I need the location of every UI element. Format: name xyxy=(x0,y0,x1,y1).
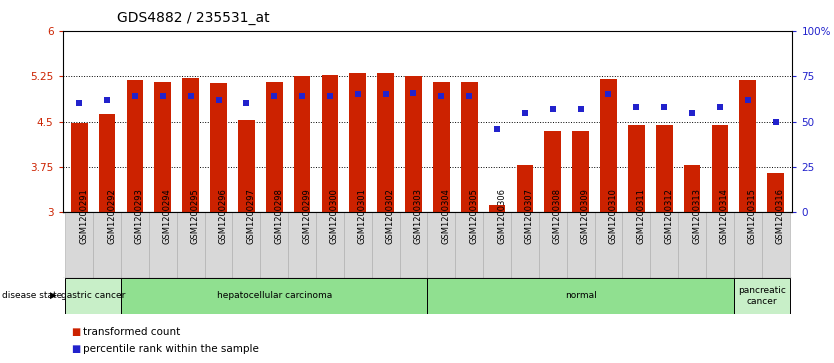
Text: GSM1200315: GSM1200315 xyxy=(748,188,756,244)
Bar xyxy=(405,76,422,212)
Text: GSM1200298: GSM1200298 xyxy=(274,188,284,244)
Bar xyxy=(289,212,316,278)
Bar xyxy=(316,212,344,278)
Text: GSM1200296: GSM1200296 xyxy=(219,188,228,244)
Bar xyxy=(711,125,728,212)
Text: GSM1200297: GSM1200297 xyxy=(246,188,255,244)
Text: pancreatic
cancer: pancreatic cancer xyxy=(738,286,786,306)
Bar xyxy=(294,76,310,212)
Bar xyxy=(483,212,511,278)
Bar xyxy=(238,121,254,212)
Bar xyxy=(427,212,455,278)
Text: GSM1200303: GSM1200303 xyxy=(414,188,423,244)
Bar xyxy=(149,212,177,278)
Bar xyxy=(399,212,427,278)
Bar xyxy=(734,212,761,278)
Bar xyxy=(204,212,233,278)
Text: GSM1200301: GSM1200301 xyxy=(358,188,367,244)
Text: GSM1200314: GSM1200314 xyxy=(720,188,729,244)
Bar xyxy=(71,123,88,212)
Bar xyxy=(740,80,756,212)
Text: GSM1200304: GSM1200304 xyxy=(441,188,450,244)
Bar xyxy=(651,212,678,278)
Bar xyxy=(767,173,784,212)
Text: ■: ■ xyxy=(71,344,80,354)
Text: GSM1200302: GSM1200302 xyxy=(385,188,394,244)
Text: normal: normal xyxy=(565,291,596,300)
Bar xyxy=(372,212,399,278)
Bar xyxy=(600,79,617,212)
Bar xyxy=(98,114,115,212)
Text: percentile rank within the sample: percentile rank within the sample xyxy=(83,344,259,354)
Text: GSM1200305: GSM1200305 xyxy=(470,188,478,244)
Text: GSM1200316: GSM1200316 xyxy=(776,188,785,244)
Bar xyxy=(539,212,566,278)
Bar xyxy=(65,278,121,314)
Text: disease state: disease state xyxy=(2,291,62,300)
Text: hepatocellular carcinoma: hepatocellular carcinoma xyxy=(217,291,332,300)
Bar xyxy=(210,83,227,212)
Bar xyxy=(511,212,539,278)
Text: GSM1200306: GSM1200306 xyxy=(497,188,506,244)
Bar xyxy=(93,212,121,278)
Text: GSM1200309: GSM1200309 xyxy=(580,188,590,244)
Bar xyxy=(260,212,289,278)
Text: GSM1200308: GSM1200308 xyxy=(553,188,562,244)
Text: GSM1200300: GSM1200300 xyxy=(330,188,339,244)
Bar xyxy=(572,131,589,212)
Bar xyxy=(684,165,701,212)
Bar xyxy=(566,212,595,278)
Text: gastric cancer: gastric cancer xyxy=(61,291,125,300)
Bar xyxy=(761,212,790,278)
Bar xyxy=(734,278,790,314)
Text: ■: ■ xyxy=(71,327,80,337)
Bar xyxy=(545,131,561,212)
Bar xyxy=(706,212,734,278)
Text: GSM1200294: GSM1200294 xyxy=(163,188,172,244)
Bar xyxy=(183,78,199,212)
Bar xyxy=(177,212,204,278)
Text: GSM1200307: GSM1200307 xyxy=(525,188,534,244)
Bar xyxy=(154,82,171,212)
Text: GSM1200311: GSM1200311 xyxy=(636,188,646,244)
Bar xyxy=(433,82,450,212)
Bar xyxy=(622,212,651,278)
Text: GSM1200295: GSM1200295 xyxy=(191,188,199,244)
Bar xyxy=(322,75,339,212)
Bar xyxy=(65,212,93,278)
Text: GSM1200291: GSM1200291 xyxy=(79,188,88,244)
Bar xyxy=(489,205,505,212)
Text: GSM1200313: GSM1200313 xyxy=(692,188,701,244)
Text: GSM1200299: GSM1200299 xyxy=(302,188,311,244)
Text: transformed count: transformed count xyxy=(83,327,181,337)
Text: GSM1200292: GSM1200292 xyxy=(107,188,116,244)
Bar xyxy=(628,125,645,212)
Bar xyxy=(427,278,734,314)
Bar xyxy=(121,212,149,278)
Bar xyxy=(344,212,372,278)
Bar xyxy=(233,212,260,278)
Bar xyxy=(349,73,366,212)
Text: GSM1200293: GSM1200293 xyxy=(135,188,144,244)
Bar xyxy=(121,278,427,314)
Bar xyxy=(266,82,283,212)
Text: GSM1200312: GSM1200312 xyxy=(664,188,673,244)
Bar xyxy=(377,73,394,212)
Bar xyxy=(455,212,483,278)
Bar xyxy=(516,165,533,212)
Bar xyxy=(461,82,478,212)
Text: GSM1200310: GSM1200310 xyxy=(609,188,617,244)
Bar xyxy=(595,212,622,278)
Bar xyxy=(656,125,672,212)
Bar xyxy=(127,80,143,212)
Text: ▶: ▶ xyxy=(50,291,57,300)
Text: GDS4882 / 235531_at: GDS4882 / 235531_at xyxy=(117,11,269,25)
Bar xyxy=(678,212,706,278)
